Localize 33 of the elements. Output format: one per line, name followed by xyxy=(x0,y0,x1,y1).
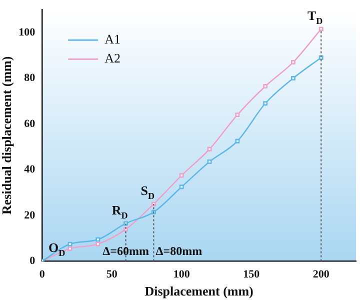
x-tick-label: 150 xyxy=(243,268,260,281)
point xyxy=(179,184,184,190)
y-tick-label: 60 xyxy=(24,118,36,130)
point xyxy=(263,101,268,106)
point xyxy=(96,237,100,242)
point xyxy=(235,138,240,144)
point xyxy=(207,160,212,164)
y-tick-label: 0 xyxy=(30,255,36,268)
legend-label: A1 xyxy=(104,32,120,47)
legend-label: A2 xyxy=(104,50,120,66)
y-tick-label: 40 xyxy=(24,164,36,176)
x-axis-title: Displacement (mm) xyxy=(144,284,254,299)
x-tick-label: 0 xyxy=(39,268,46,281)
ref-line-label: Δ=60mm xyxy=(102,244,149,258)
y-axis-title: Residual displacement (mm) xyxy=(0,56,14,214)
y-tick-label: 20 xyxy=(24,209,36,222)
point xyxy=(318,26,324,32)
point xyxy=(68,246,72,251)
point xyxy=(68,242,72,246)
point xyxy=(263,84,268,88)
point xyxy=(318,55,324,60)
x-tick-label: 200 xyxy=(312,268,330,281)
x-tick-label: 100 xyxy=(173,268,190,281)
point xyxy=(207,146,212,152)
point xyxy=(96,242,100,246)
y-tick-label: 100 xyxy=(18,26,36,38)
point xyxy=(291,76,296,80)
point xyxy=(179,173,184,178)
x-tick-label: 50 xyxy=(106,268,118,281)
ref-line-label: Δ=80mm xyxy=(156,244,202,258)
point xyxy=(235,112,240,118)
y-tick-label: 80 xyxy=(24,72,36,84)
point xyxy=(291,60,296,64)
